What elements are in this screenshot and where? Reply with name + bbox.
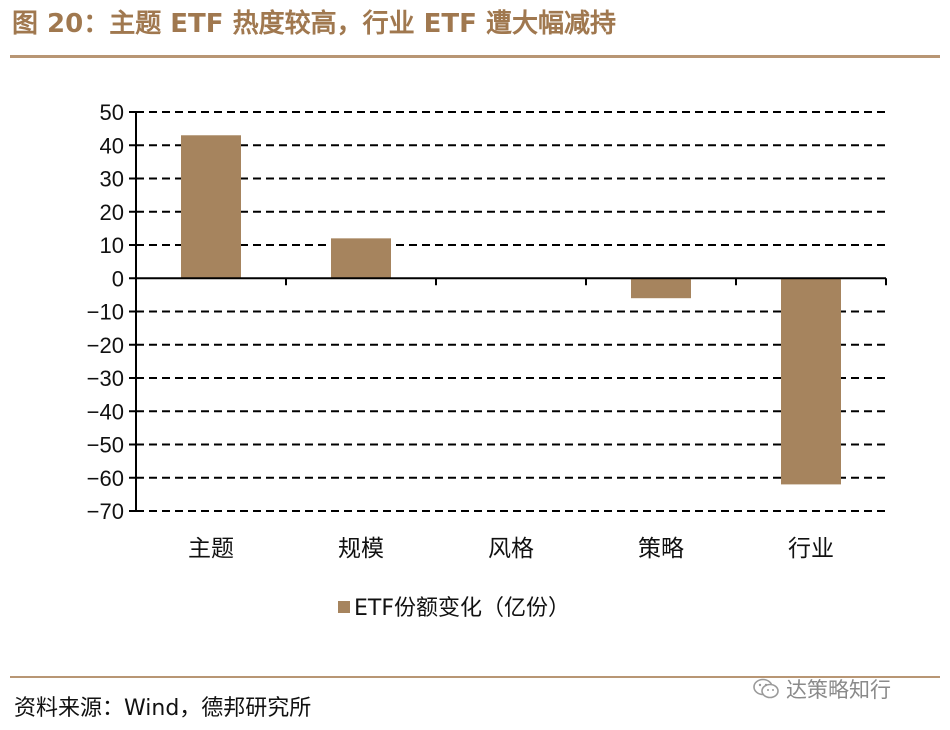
x-category-label: 策略 [638,536,684,562]
y-tick-label: −40 [87,399,124,424]
grid-lines [136,111,886,512]
y-tick-label: 0 [112,266,124,291]
y-tick-label: 20 [100,200,124,225]
bar-4 [631,278,691,299]
legend-swatch [338,601,350,613]
bar-5 [781,278,841,485]
bar-2 [331,238,391,279]
x-category-label: 规模 [338,536,384,562]
y-tick-label: −30 [87,366,124,391]
legend: ETF份额变化（亿份） [338,596,570,621]
wechat-icon [753,678,779,699]
bars [181,135,841,485]
y-tick-label: −70 [87,499,124,524]
x-category-label: 主题 [188,536,234,562]
y-tick-label: 30 [100,167,124,192]
bottom-rule [10,676,940,678]
y-tick-labels: 50 40 30 20 10 0 −10 −20 −30 −40 −50 −60 −70 [87,100,124,524]
y-tick-label: −10 [87,300,124,325]
source-note: 资料来源：Wind，德邦研究所 [14,696,312,721]
figure-title: 图 20：主题 ETF 热度较高，行业 ETF 遭大幅减持 [12,9,616,39]
bar-1 [181,135,241,279]
y-tick-label: −20 [87,333,124,358]
y-tick-label: 10 [100,233,124,258]
axes [129,111,887,512]
y-tick-label: 40 [100,133,124,158]
watermark-text: 达策略知行 [786,678,891,702]
y-tick-label: −50 [87,433,124,458]
watermark: 达策略知行 [752,672,891,706]
x-category-label: 行业 [788,536,834,562]
y-tick-label: −60 [87,466,124,491]
x-category-labels: 主题 规模 风格 策略 行业 [188,536,834,562]
bar-chart: 50 40 30 20 10 0 −10 −20 −30 −40 −50 −60 −70 主题 规模 风格 策… [87,100,887,621]
top-rule [10,55,940,58]
y-tick-label: 50 [100,100,124,125]
legend-label: ETF份额变化（亿份） [354,596,570,621]
x-category-label: 风格 [488,536,534,562]
